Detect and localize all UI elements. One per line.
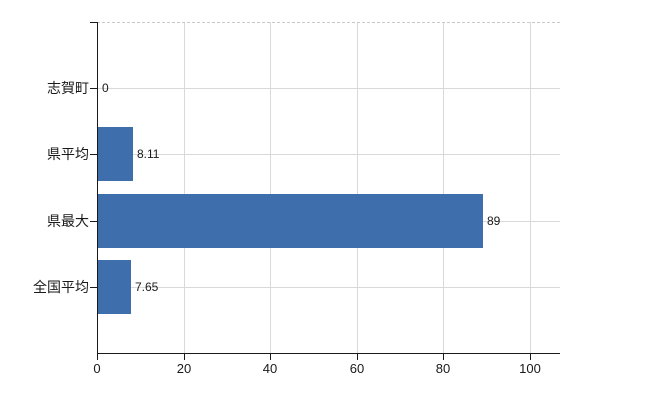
y-axis [97, 22, 98, 354]
x-axis-tick [97, 354, 98, 360]
y-gridline [97, 287, 560, 288]
value-label: 0 [102, 81, 109, 95]
y-axis-tick [90, 221, 97, 222]
x-axis-tick [184, 354, 185, 360]
x-gridline [184, 22, 185, 353]
bar-県最大 [98, 194, 483, 248]
value-label: 8.11 [137, 147, 160, 161]
category-label: 県平均 [47, 146, 89, 162]
x-axis [97, 353, 560, 354]
y-axis-tick [90, 22, 97, 23]
category-label: 志賀町 [47, 80, 89, 96]
value-label: 89 [487, 214, 501, 228]
category-label: 県最大 [47, 213, 89, 229]
x-gridline [357, 22, 358, 353]
bar-県平均 [98, 127, 133, 181]
x-axis-tick [270, 354, 271, 360]
x-tick-label: 60 [349, 361, 365, 376]
x-axis-tick [530, 354, 531, 360]
x-gridline [270, 22, 271, 353]
x-tick-label: 0 [93, 361, 101, 376]
y-axis-tick [90, 287, 97, 288]
category-label: 全国平均 [33, 279, 89, 295]
x-tick-label: 20 [176, 361, 192, 376]
x-gridline [443, 22, 444, 353]
plot-area-top-border [97, 22, 560, 23]
y-gridline [97, 154, 560, 155]
x-tick-label: 100 [519, 361, 541, 376]
value-label: 7.65 [135, 280, 159, 294]
y-gridline [97, 88, 560, 89]
x-axis-tick [443, 354, 444, 360]
x-axis-tick [357, 354, 358, 360]
y-axis-tick [90, 154, 97, 155]
x-tick-label: 80 [435, 361, 451, 376]
y-axis-tick [90, 88, 97, 89]
x-gridline [530, 22, 531, 353]
x-tick-label: 40 [262, 361, 278, 376]
bar-全国平均 [98, 260, 131, 314]
